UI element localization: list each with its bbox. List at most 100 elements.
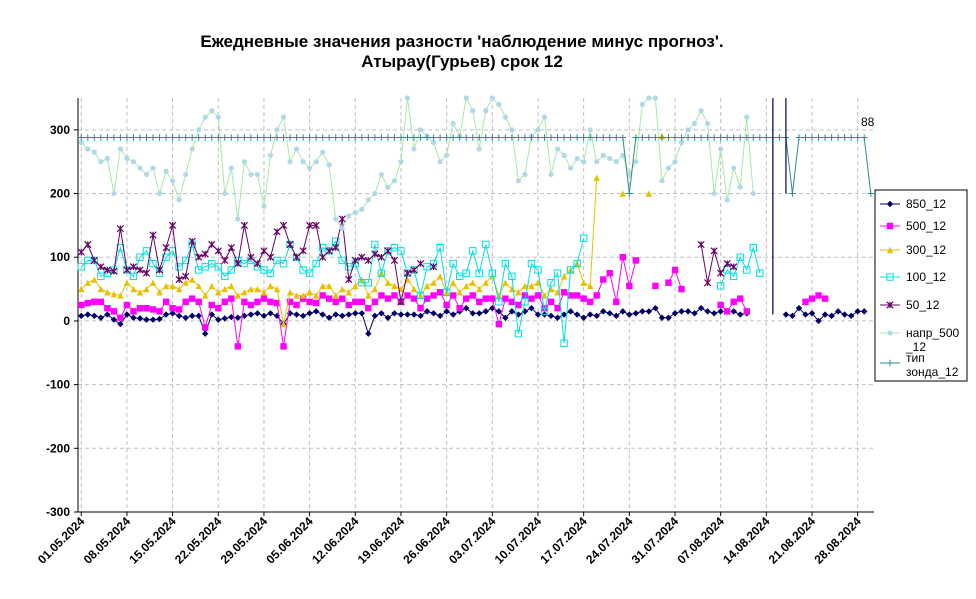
y-tick-label: -200 [46, 441, 70, 455]
data-point [339, 134, 346, 141]
data-point [234, 259, 242, 268]
data-point [573, 292, 581, 299]
data-point [613, 298, 620, 306]
data-point [312, 292, 320, 299]
data-point [828, 312, 835, 320]
data-point [222, 190, 228, 197]
data-point [104, 289, 111, 296]
data-point [632, 310, 640, 317]
data-point [325, 134, 333, 141]
data-point [346, 213, 352, 219]
data-point [633, 159, 639, 165]
data-point [698, 108, 704, 114]
data-point [345, 134, 352, 141]
data-point [215, 289, 222, 296]
data-point [580, 279, 587, 286]
data-point [411, 146, 417, 152]
data-point [358, 310, 366, 317]
data-point [227, 266, 236, 274]
data-point [169, 304, 176, 312]
data-point [372, 190, 378, 197]
data-point [697, 134, 705, 141]
data-point [449, 134, 457, 141]
data-point [208, 311, 215, 318]
data-point [645, 134, 653, 141]
data-point [658, 134, 666, 141]
data-point [260, 134, 268, 141]
data-point [430, 292, 437, 299]
data-point [240, 221, 249, 230]
data-point [293, 301, 300, 309]
data-point [404, 95, 411, 101]
data-point [170, 178, 176, 184]
data-point [449, 292, 457, 299]
data-point [495, 292, 503, 299]
data-point [358, 298, 366, 306]
data-point [247, 253, 255, 261]
data-point [143, 304, 150, 312]
data-point [534, 311, 542, 318]
data-point [528, 282, 535, 290]
data-point [567, 292, 574, 299]
data-point [149, 306, 157, 313]
data-point [169, 134, 176, 141]
data-point [110, 267, 118, 275]
data-point [130, 159, 137, 165]
data-point [391, 282, 398, 290]
data-point [476, 134, 483, 141]
data-point [143, 316, 150, 323]
data-point [502, 134, 509, 141]
data-point [273, 228, 281, 236]
data-point [665, 279, 672, 286]
data-point [626, 282, 633, 290]
data-point [266, 253, 275, 261]
data-point [456, 289, 463, 296]
data-point [470, 108, 476, 114]
data-point [175, 306, 183, 313]
data-point [90, 256, 98, 265]
data-point [815, 317, 822, 325]
legend-marker [886, 301, 894, 309]
data-point [260, 247, 268, 255]
data-point [77, 248, 85, 256]
data-point [496, 101, 502, 107]
data-point [306, 289, 313, 296]
data-point [352, 210, 358, 216]
legend-label: 850_12 [906, 197, 946, 211]
data-point [404, 134, 411, 141]
data-point [600, 308, 607, 315]
data-point [397, 311, 405, 318]
data-point [299, 312, 307, 320]
data-point [97, 263, 105, 271]
legend-label: зонда_12 [906, 365, 959, 379]
data-point [202, 292, 209, 299]
data-point [808, 134, 816, 141]
data-point [600, 152, 606, 158]
data-point [436, 312, 444, 320]
data-point [143, 134, 150, 141]
data-point [319, 134, 326, 141]
data-point [78, 134, 85, 141]
data-point [130, 285, 137, 293]
data-point [254, 134, 261, 141]
data-point [286, 134, 294, 141]
data-point [821, 134, 829, 141]
data-point [365, 134, 372, 141]
data-point [795, 134, 803, 141]
data-point [534, 134, 542, 141]
data-point [561, 152, 567, 158]
data-point [299, 134, 307, 141]
data-point [449, 311, 457, 318]
data-point [97, 314, 105, 321]
data-point [208, 134, 215, 141]
data-point [97, 285, 105, 293]
data-point [528, 295, 535, 302]
data-point [188, 134, 196, 141]
data-point [292, 253, 301, 261]
data-point [417, 304, 424, 312]
data-point [202, 324, 209, 331]
data-point [521, 298, 529, 306]
data-point [652, 282, 659, 290]
data-point [620, 152, 626, 158]
